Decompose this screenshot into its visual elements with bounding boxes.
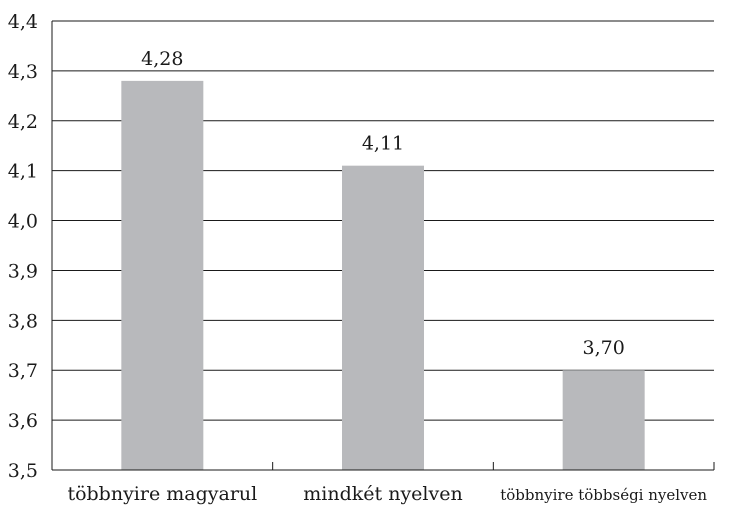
category-labels: többnyire magyarul mindkét nyelven többnyi… [67, 483, 707, 505]
y-tick-label: 3,6 [8, 410, 38, 432]
category-label: mindkét nyelven [303, 483, 462, 505]
y-tick-label: 4,0 [8, 211, 38, 233]
category-label: többnyire magyarul [67, 483, 257, 505]
y-tick-label: 4,3 [8, 61, 38, 83]
data-label: 3,70 [583, 337, 625, 359]
y-tick-label: 4,4 [8, 11, 38, 33]
data-label: 4,28 [141, 48, 183, 70]
axes [51, 21, 715, 471]
y-tick-labels: 3,5 3,6 3,7 3,8 3,9 4,0 4,1 4,2 4,3 4,4 [8, 11, 38, 482]
y-tick-label: 3,9 [8, 260, 38, 282]
y-tick-label: 4,2 [8, 111, 38, 133]
y-tick-label: 3,5 [8, 460, 38, 482]
bar [121, 80, 204, 470]
bar [342, 165, 424, 470]
bar [562, 370, 645, 470]
data-label: 4,11 [362, 133, 404, 155]
y-tick-label: 4,1 [8, 161, 38, 183]
category-label: többnyire többségi nyelven [500, 486, 707, 504]
y-tick-label: 3,8 [8, 310, 38, 332]
bars [121, 80, 645, 470]
data-labels: 4,28 4,11 3,70 [141, 48, 625, 359]
y-tick-label: 3,7 [8, 360, 38, 382]
